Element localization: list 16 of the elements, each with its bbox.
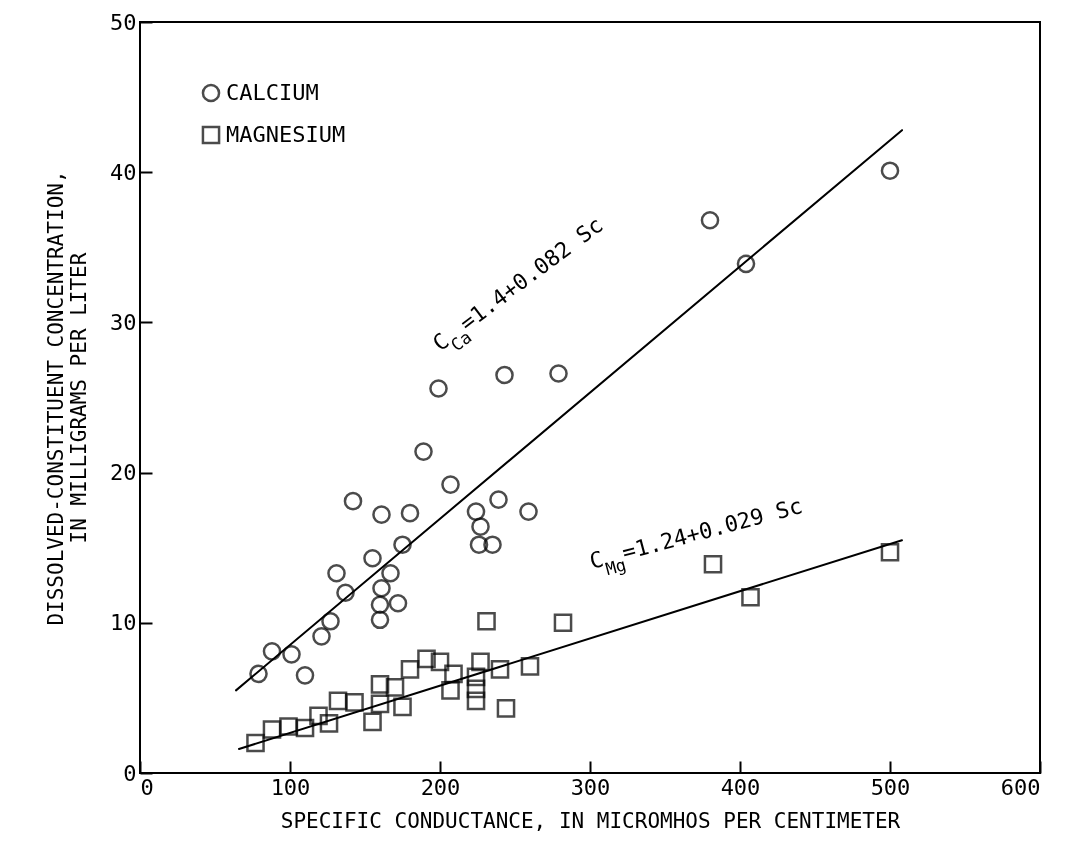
legend-label: MAGNESIUM xyxy=(226,122,346,147)
x-tick-label: 200 xyxy=(420,774,461,800)
y-axis-title: DISSOLVED-CONSTITUENT CONCENTRATION, IN MILLIGRAMS PER LITER xyxy=(44,170,92,626)
y-tick-label: 30 xyxy=(110,309,137,335)
x-tick-label: 100 xyxy=(270,774,311,800)
x-tick-label: 600 xyxy=(1000,774,1041,800)
x-axis-title: SPECIFIC CONDUCTANCE, IN MICROMHOS PER CENTIMETER xyxy=(280,808,901,833)
y-tick-label: 40 xyxy=(110,159,137,185)
x-tick-label: 0 xyxy=(140,774,154,800)
legend-label: CALCIUM xyxy=(226,80,319,105)
x-tick-label: 500 xyxy=(870,774,911,800)
y-tick-label: 20 xyxy=(110,460,137,486)
y-tick-label: 10 xyxy=(110,610,137,636)
x-tick-label: 400 xyxy=(720,774,761,800)
y-tick-label: 50 xyxy=(110,9,137,35)
x-tick-label: 300 xyxy=(570,774,611,800)
